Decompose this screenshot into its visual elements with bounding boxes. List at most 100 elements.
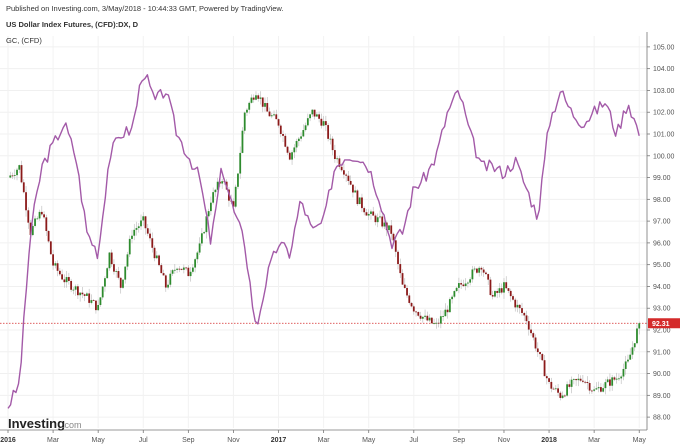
dxy-candle: [462, 279, 465, 288]
dxy-candle: [286, 145, 289, 155]
dxy-candle: [534, 334, 537, 352]
candle-body: [448, 299, 451, 313]
candle-body: [442, 316, 445, 318]
dxy-candle: [464, 278, 467, 291]
dxy-candle: [266, 97, 269, 112]
candle-body: [345, 174, 348, 176]
candle-body: [221, 181, 224, 184]
dxy-candle: [216, 177, 219, 192]
dxy-candle: [514, 297, 517, 312]
candle-body: [410, 302, 413, 307]
candle-body: [246, 109, 248, 113]
dxy-candle: [167, 279, 169, 290]
candle-body: [297, 138, 300, 142]
candle-body: [327, 125, 330, 139]
dxy-candle: [563, 394, 566, 398]
candle-body: [81, 292, 84, 295]
candle-body: [417, 311, 420, 316]
candle-body: [104, 278, 106, 287]
dxy-candle: [548, 377, 550, 385]
candle-body: [383, 222, 386, 227]
dxy-candle: [581, 374, 584, 384]
dxy-candle: [381, 212, 384, 229]
dxy-candle: [70, 278, 73, 293]
dxy-candle: [241, 127, 244, 154]
dxy-candle: [406, 285, 408, 298]
candle-body: [482, 269, 485, 273]
dxy-candle: [597, 381, 600, 393]
dxy-candle: [496, 288, 499, 299]
candle-body: [340, 166, 343, 171]
candle-body: [561, 395, 564, 398]
dxy-candle: [126, 251, 129, 271]
candle-body: [241, 130, 244, 153]
candle-body: [433, 322, 435, 324]
dxy-candle: [13, 169, 16, 180]
candle-body: [72, 289, 75, 291]
candle-body: [577, 378, 580, 381]
candle-body: [306, 118, 309, 126]
dxy-candle: [415, 310, 417, 317]
y-tick-label: 93.00: [653, 306, 671, 313]
dxy-candle: [203, 230, 206, 235]
dxy-candle: [532, 331, 535, 341]
candle-body: [167, 284, 169, 288]
candle-body: [56, 263, 59, 271]
candle-body: [34, 218, 36, 226]
dxy-candle: [187, 265, 190, 277]
candle-body: [588, 383, 591, 391]
candle-body: [570, 379, 573, 387]
candle-body: [554, 388, 557, 390]
candle-body: [622, 368, 625, 377]
candle-body: [534, 337, 537, 349]
candle-body: [286, 146, 289, 153]
candle-body: [284, 135, 287, 147]
dxy-candle: [31, 224, 34, 237]
x-tick-label: Sep: [182, 437, 195, 444]
dxy-candle: [90, 294, 93, 305]
candle-body: [322, 121, 325, 126]
candle-body: [579, 378, 582, 381]
x-tick-label: Jul: [139, 437, 148, 444]
dxy-candle: [297, 137, 300, 147]
dxy-candle: [417, 311, 420, 317]
dxy-candle: [311, 109, 314, 117]
candle-body: [101, 286, 104, 298]
candle-body: [282, 133, 284, 136]
candle-body: [485, 272, 487, 275]
dxy-candle: [158, 254, 160, 267]
candle-body: [428, 317, 431, 321]
candle-body: [563, 395, 566, 397]
candle-body: [527, 321, 530, 330]
dxy-candle: [455, 286, 458, 292]
dxy-candle: [527, 316, 530, 336]
dxy-candle: [83, 293, 86, 302]
dxy-candle: [439, 310, 442, 329]
dxy-candle: [38, 209, 41, 221]
candle-body: [110, 252, 113, 265]
dxy-candle: [252, 94, 255, 103]
dxy-candle: [72, 287, 75, 295]
dxy-candle: [512, 294, 514, 301]
last-price-tag[interactable]: 92.31: [648, 318, 680, 329]
dxy-candle: [324, 115, 327, 132]
candle-body: [333, 150, 336, 160]
dxy-candle: [146, 223, 149, 237]
candle-body: [457, 283, 460, 288]
investing-logo[interactable]: Investing .com: [8, 416, 82, 431]
dxy-candle: [234, 184, 237, 209]
x-tick-label: Sep: [453, 437, 466, 444]
dxy-candle: [471, 265, 474, 283]
candle-body: [372, 211, 375, 216]
dxy-candle: [419, 311, 422, 321]
candle-body: [315, 114, 318, 117]
dxy-candle: [536, 342, 539, 357]
candle-body: [595, 388, 598, 390]
candle-body: [401, 273, 404, 285]
dxy-candle: [212, 187, 215, 205]
candle-body: [584, 381, 587, 383]
dxy-candle: [451, 294, 454, 304]
dxy-candle: [56, 260, 59, 277]
dxy-candle: [588, 380, 591, 395]
candle-body: [559, 392, 562, 398]
